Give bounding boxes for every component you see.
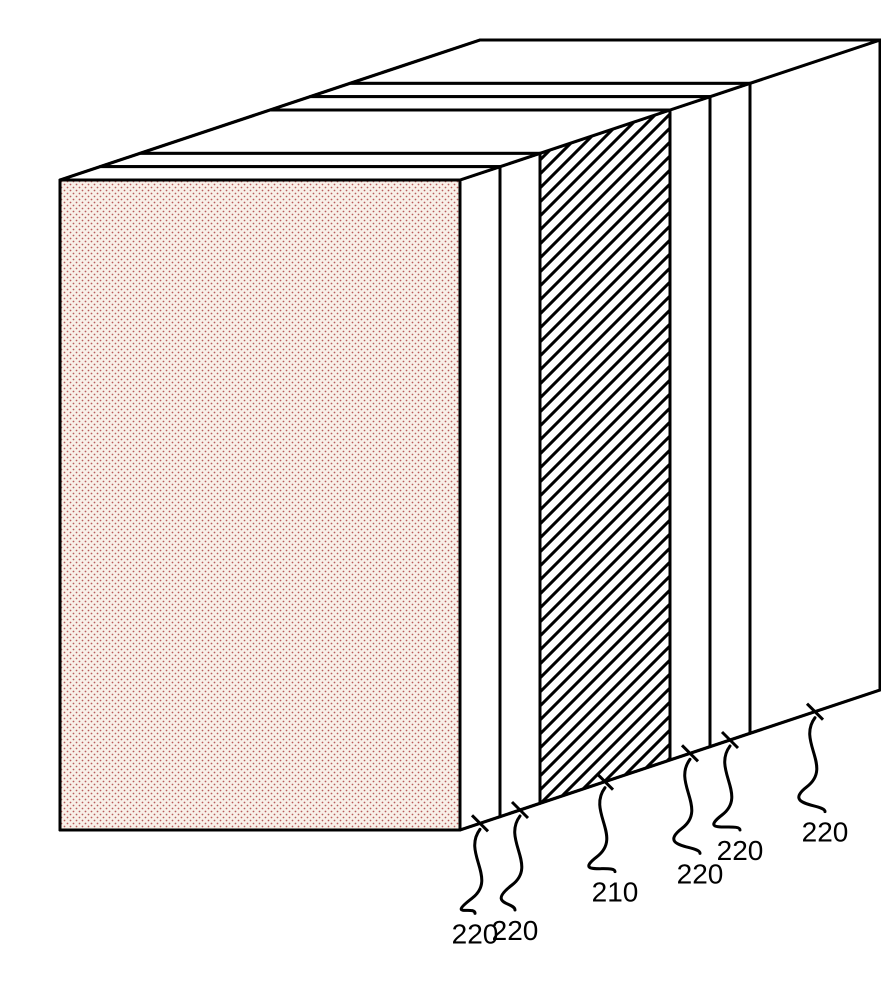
- side-layer-l6: [750, 40, 880, 733]
- leader-l4: [674, 759, 700, 853]
- top-layer-l5: [310, 83, 750, 96]
- side-layer-l3: [540, 110, 670, 803]
- side-layer-l5: [710, 83, 750, 746]
- top-layer-l2: [100, 153, 540, 166]
- label-l2: 220: [492, 915, 539, 946]
- leader-l3: [589, 788, 615, 872]
- top-layer-l1: [60, 167, 500, 180]
- label-l6: 220: [802, 817, 849, 848]
- top-layer-l4: [270, 97, 710, 110]
- label-l5: 220: [717, 835, 764, 866]
- side-layer-l4: [670, 97, 710, 760]
- leader-l1: [461, 829, 482, 913]
- leader-l2: [501, 816, 522, 910]
- label-l3: 210: [592, 877, 639, 908]
- leader-l5: [714, 746, 740, 830]
- side-layer-l2: [500, 153, 540, 816]
- front-face: [60, 180, 460, 830]
- layered-block-diagram: 220220210220220220: [0, 0, 881, 1000]
- side-layer-l1: [460, 167, 500, 830]
- leader-l6: [799, 718, 825, 812]
